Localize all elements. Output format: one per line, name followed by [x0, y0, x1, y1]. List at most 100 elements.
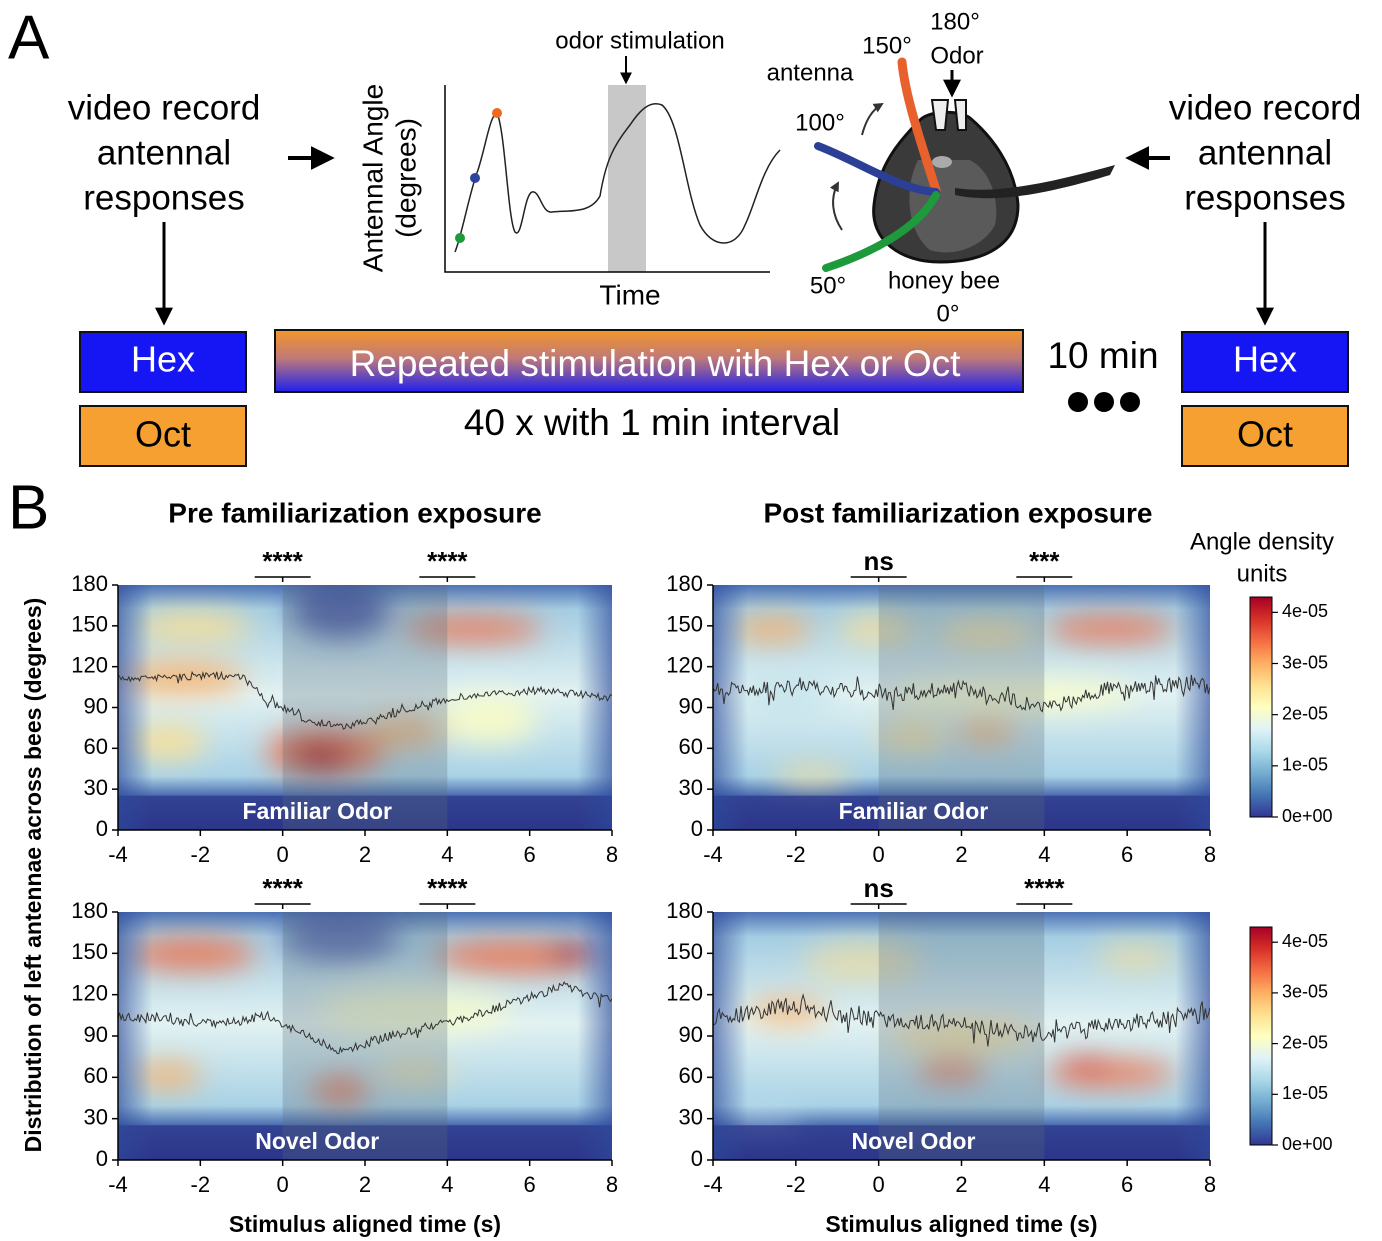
- y-axis-label: Distribution of left antennae across bee…: [20, 598, 46, 1153]
- x-tick-label: 6: [524, 842, 536, 867]
- y-tick-label: 180: [71, 571, 108, 596]
- x-tick-label: 2: [955, 842, 967, 867]
- x-tick-label: 4: [441, 1172, 453, 1197]
- y-tick-label: 180: [71, 898, 108, 923]
- y-tick-label: 150: [666, 939, 703, 964]
- significance-label: ****: [262, 546, 303, 576]
- x-tick-label: 8: [1204, 842, 1216, 867]
- box-label: Oct: [1237, 414, 1293, 455]
- y-tick-label: 90: [84, 1022, 108, 1047]
- panel-label: A: [8, 3, 50, 72]
- y-tick-label: 90: [679, 1022, 703, 1047]
- bee-detail: [909, 160, 997, 253]
- antenna-100: [814, 142, 940, 196]
- angle-label: 50°: [810, 272, 846, 299]
- y-tick-label: 0: [96, 816, 108, 841]
- ellipsis: [1068, 392, 1088, 412]
- bee-label: antenna: [767, 59, 854, 86]
- x-tick-label: -2: [786, 1172, 806, 1197]
- step-text: video record: [68, 88, 261, 127]
- x-tick-label: 6: [1121, 1172, 1133, 1197]
- significance-bracket: [419, 903, 476, 909]
- significance-label: ****: [427, 546, 468, 576]
- stimulus-shade: [878, 585, 1045, 830]
- x-tick-label: 4: [1038, 1172, 1050, 1197]
- antenna-50: [822, 191, 940, 272]
- hex-box: [1181, 331, 1349, 393]
- significance-label: ***: [1029, 546, 1060, 576]
- column-title: Post familiarization exposure: [764, 497, 1153, 528]
- y-tick-label: 180: [666, 571, 703, 596]
- heatmap: [713, 585, 1210, 830]
- ellipsis: [1094, 392, 1114, 412]
- mean-trace: [713, 674, 1210, 713]
- dot: [455, 233, 465, 243]
- colorbar-tick-label: 4e-05: [1282, 601, 1328, 621]
- column-title: Pre familiarization exposure: [168, 497, 541, 528]
- angle-label: 100°: [795, 109, 845, 136]
- odor-label: Novel Odor: [255, 1128, 379, 1154]
- x-tick-label: -2: [191, 842, 211, 867]
- colorbar-title: Angle density: [1190, 528, 1334, 555]
- odor-label: Novel Odor: [851, 1128, 975, 1154]
- y-tick-label: 60: [84, 1063, 108, 1088]
- y-tick-label: 60: [84, 734, 108, 759]
- protocol-bar: [274, 329, 1024, 393]
- step-text: antennal: [1198, 133, 1332, 172]
- antenna-right: [955, 165, 1115, 199]
- mean-trace: [713, 993, 1210, 1047]
- bee-label: Odor: [930, 42, 983, 69]
- x-tick-label: 8: [606, 1172, 618, 1197]
- rotation-arrow: [861, 102, 884, 136]
- x-tick-label: 4: [441, 842, 453, 867]
- y-tick-label: 150: [71, 612, 108, 637]
- significance-label: ****: [262, 873, 303, 903]
- significance-label: ns: [863, 546, 893, 576]
- bee-label: honey bee: [888, 267, 1000, 294]
- bee-mandible: [930, 99, 967, 131]
- significance-bracket: [419, 576, 476, 582]
- y-tick-label: 60: [679, 1063, 703, 1088]
- x-tick-label: 0: [873, 1172, 885, 1197]
- colorbar-tick-label: 1e-05: [1282, 1083, 1328, 1103]
- colorbar: [1249, 926, 1273, 1146]
- box-label: Hex: [1233, 339, 1297, 380]
- significance-label: ****: [1024, 873, 1065, 903]
- dot: [492, 108, 502, 118]
- odor-label: Familiar Odor: [242, 798, 392, 824]
- x-tick-label: 2: [955, 1172, 967, 1197]
- x-tick-label: 8: [606, 842, 618, 867]
- y-tick-label: 30: [84, 775, 108, 800]
- step-text: responses: [83, 178, 244, 217]
- x-tick-label: -4: [703, 842, 723, 867]
- angle-label: 150°: [862, 32, 912, 59]
- x-tick-label: 6: [524, 1172, 536, 1197]
- y-tick-label: 180: [666, 898, 703, 923]
- heatmap: [118, 585, 612, 830]
- y-tick-label: 0: [691, 816, 703, 841]
- box-label: Oct: [135, 414, 191, 455]
- protocol-label: Repeated stimulation with Hex or Oct: [350, 343, 961, 384]
- step-text: responses: [1184, 178, 1345, 217]
- colorbar-tick-label: 3e-05: [1282, 652, 1328, 672]
- colorbar: [1249, 596, 1273, 818]
- significance-label: ns: [863, 873, 893, 903]
- stimulus-window: [608, 85, 646, 272]
- colorbar-tick-label: 3e-05: [1282, 982, 1328, 1002]
- gap-label: 10 min: [1047, 335, 1158, 376]
- x-tick-label: 0: [277, 842, 289, 867]
- axis-label: (degrees): [390, 118, 421, 238]
- axis-label: Time: [599, 279, 660, 310]
- step-text: video record: [1169, 88, 1362, 127]
- heatmap: [713, 912, 1210, 1160]
- y-tick-label: 120: [71, 652, 108, 677]
- colorbar-tick-label: 2e-05: [1282, 1032, 1328, 1052]
- significance-bracket: [1016, 576, 1073, 582]
- x-axis-label: Stimulus aligned time (s): [825, 1211, 1097, 1237]
- x-tick-label: 0: [277, 1172, 289, 1197]
- y-tick-label: 120: [666, 980, 703, 1005]
- rotation-arrow: [829, 181, 843, 231]
- significance-label: ****: [427, 873, 468, 903]
- significance-bracket: [254, 576, 311, 582]
